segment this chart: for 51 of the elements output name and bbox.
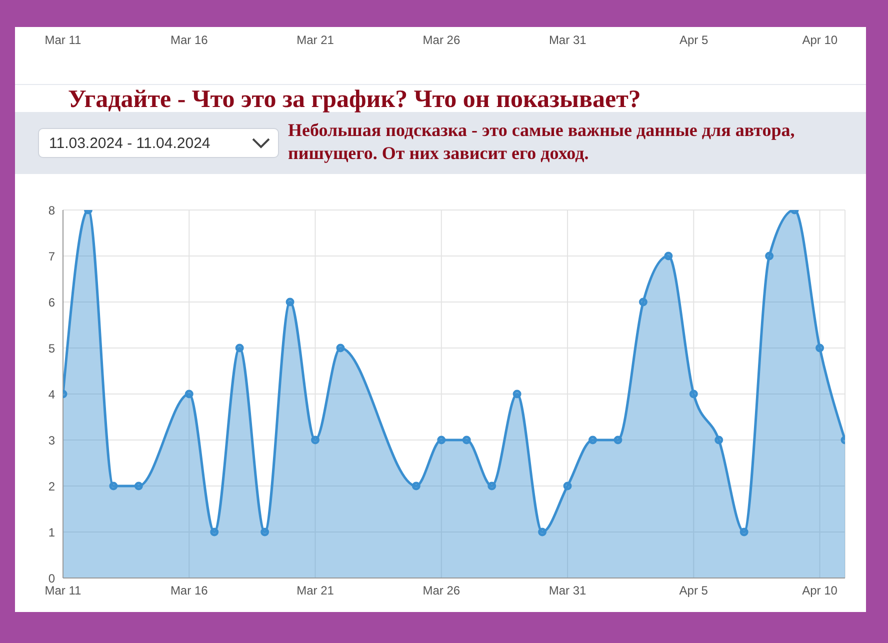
text: Небольшая подсказка - это самые важные данные для автора, пишущего. От них зависит его доход. — [288, 119, 796, 165]
point — [538, 528, 547, 536]
point — [689, 390, 698, 398]
y-tick-label: 5 — [48, 341, 56, 356]
y-tick-label: 3 — [48, 433, 56, 448]
x-tick-label: Mar 26 — [422, 584, 460, 598]
x-tick-label: Mar 31 — [548, 584, 587, 598]
point — [184, 390, 194, 398]
text: 11.03.2024 - 11.04.2024 — [49, 135, 210, 152]
point — [210, 528, 219, 536]
point — [235, 344, 244, 352]
x-tick-label: Mar 16 — [170, 584, 208, 598]
point — [765, 252, 774, 260]
y-tick-label: 2 — [48, 479, 56, 494]
x-tick-label: Apr 5 — [679, 584, 708, 598]
point — [462, 436, 471, 444]
point — [740, 528, 748, 536]
x-tick-label: Apr 10 — [802, 584, 838, 598]
chart-title: Угадайте - Что это за график? Что он показывает? — [68, 86, 641, 114]
point — [614, 436, 622, 444]
point — [286, 298, 294, 306]
point — [714, 436, 724, 444]
text: Mar 31 — [548, 33, 588, 47]
x-tick-label: Mar 21 — [296, 584, 334, 598]
text: Apr 10 — [801, 33, 839, 47]
y-tick-label: 6 — [48, 295, 56, 310]
point — [336, 344, 345, 352]
point — [109, 482, 118, 490]
y-tick-label: 1 — [48, 525, 56, 540]
point — [412, 482, 420, 490]
point — [311, 436, 320, 444]
text: Mar 11 — [44, 33, 82, 47]
y-tick-label: 4 — [48, 387, 56, 402]
text: Apr 5 — [678, 33, 710, 47]
point — [512, 390, 522, 398]
y-tick-label: 7 — [48, 249, 56, 264]
y-tick-label: 0 — [48, 571, 56, 586]
point — [437, 436, 446, 444]
point — [638, 298, 648, 306]
y-tick-label: 8 — [48, 203, 56, 218]
x-tick-label: Mar 11 — [44, 584, 82, 598]
text: Mar 16 — [169, 33, 209, 47]
point — [563, 482, 572, 490]
point — [260, 528, 270, 536]
text: Mar 21 — [296, 33, 335, 47]
text: Mar 26 — [422, 33, 462, 47]
point — [816, 344, 824, 352]
point — [664, 252, 673, 260]
point — [488, 482, 496, 490]
point — [588, 436, 597, 444]
point — [134, 482, 143, 490]
